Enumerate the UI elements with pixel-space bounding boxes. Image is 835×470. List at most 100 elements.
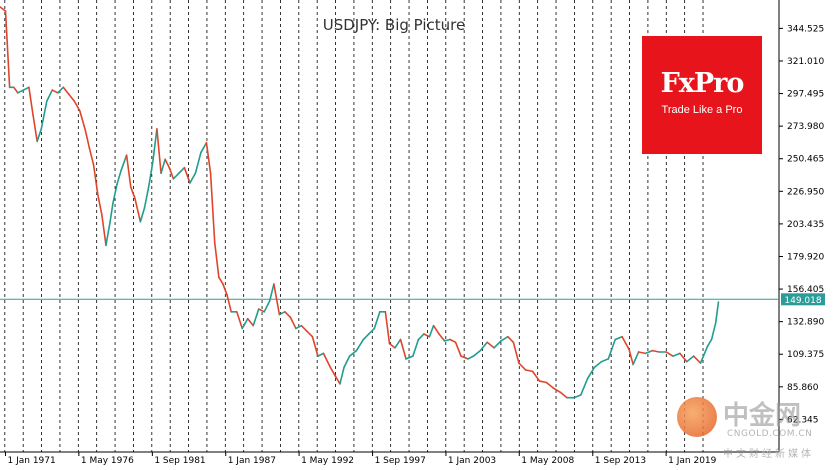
series-segment (405, 355, 414, 360)
series-segment (226, 294, 233, 313)
series-segment (644, 349, 654, 355)
series-segment (586, 366, 596, 380)
x-tick-label: 1 Sep 2013 (595, 456, 646, 466)
series-segment (172, 172, 180, 180)
series-segment (101, 213, 107, 247)
series-segment (235, 311, 244, 330)
series-segment (518, 362, 527, 371)
series-segment (339, 366, 345, 385)
series-segment (614, 335, 623, 341)
series-segment (710, 322, 717, 341)
series-segment (36, 128, 43, 143)
series-segment (412, 338, 420, 357)
y-axis-ticks: 344.525 321.010 297.495 273.980 250.465 226.9… (779, 24, 824, 425)
series-segment (329, 366, 337, 378)
series-segment (685, 355, 695, 363)
series-segment (4, 10, 11, 89)
series-segment (531, 370, 541, 382)
y-tick-label: 321.010 (787, 57, 824, 67)
series-segment (189, 172, 197, 184)
series-segment (580, 377, 589, 396)
series-segment (507, 335, 515, 344)
series-segment (454, 341, 462, 357)
series-segment (637, 351, 647, 355)
series-segment (311, 335, 319, 357)
x-tick-label: 1 May 1976 (81, 456, 134, 466)
series-segment (632, 351, 640, 366)
series-segment (628, 348, 634, 366)
x-tick-label: 1 Jan 2019 (668, 456, 716, 466)
y-tick-label: 62.345 (787, 415, 819, 425)
series-segment (79, 110, 87, 132)
series-segment (343, 355, 351, 369)
series-segment (552, 387, 561, 393)
series-segment (120, 154, 128, 172)
series-segment (278, 311, 286, 316)
series-segment (368, 327, 376, 335)
series-segment (17, 89, 25, 94)
series-segment (12, 86, 19, 94)
series-segment (423, 333, 431, 338)
series-segment (143, 186, 150, 209)
series-segment (428, 324, 435, 338)
y-tick-label: 132.890 (787, 318, 824, 328)
series-segment (593, 360, 603, 369)
series-segment (268, 283, 275, 302)
series-segment (679, 352, 688, 363)
series-segment (68, 93, 76, 102)
y-tick-label: 156.405 (787, 285, 824, 295)
series-segment (284, 311, 292, 319)
fxpro-logo-tagline: Trade Like a Pro (661, 104, 743, 116)
fxpro-logo: FxPro Trade Like a Pro (642, 36, 762, 154)
series-segment (672, 352, 681, 357)
series-segment (168, 166, 175, 180)
series-segment (524, 369, 534, 373)
series-segment (394, 338, 402, 349)
series-segment (417, 333, 425, 341)
series-segment (322, 352, 332, 369)
series-segment (607, 338, 617, 360)
series-segment (252, 308, 260, 327)
series-segment (51, 89, 59, 94)
series-segment (306, 330, 314, 338)
current-price-label: 149.018 (784, 296, 821, 306)
series-segment (573, 394, 582, 399)
series-segment (289, 316, 297, 330)
series-segment (706, 338, 713, 348)
series-segment (178, 166, 186, 175)
y-tick-label: 344.525 (787, 24, 824, 34)
series-segment (246, 317, 255, 327)
y-tick-label: 203.435 (787, 220, 824, 230)
series-segment (200, 141, 208, 154)
series-segment (500, 335, 509, 342)
x-tick-label: 1 Jan 1971 (8, 456, 56, 466)
series-segment (84, 129, 91, 150)
cngold-watermark-url: CNGOLD.COM.CN (727, 429, 813, 439)
y-tick-label: 85.860 (787, 383, 819, 393)
series-segment (699, 345, 709, 364)
series-segment (538, 380, 548, 384)
series-segment (156, 128, 162, 175)
cngold-watermark: 中金网 CNGOLD.COM.CN 中文财经新媒体 (673, 393, 833, 465)
series-segment (22, 86, 30, 91)
series-segment (32, 114, 38, 143)
y-tick-label: 250.465 (787, 155, 824, 165)
series-segment (373, 311, 381, 330)
series-segment (399, 338, 407, 360)
chart-title: USDJPY: Big Picture (323, 16, 466, 34)
fxpro-logo-text: FxPro (660, 68, 745, 99)
series-segment (665, 351, 674, 357)
series-segment (147, 161, 154, 188)
series-segment (486, 341, 495, 349)
series-segment (134, 197, 142, 223)
series-segment (209, 172, 216, 244)
series-segment (40, 100, 48, 130)
series-segment (692, 355, 702, 364)
series-segment (73, 100, 81, 112)
cngold-watermark-title: 中金网 (723, 401, 802, 431)
series-segment (218, 276, 224, 285)
series-segment (714, 301, 720, 324)
series-segment (559, 391, 568, 399)
series-segment (362, 333, 370, 341)
y-tick-label: 109.375 (787, 350, 824, 360)
